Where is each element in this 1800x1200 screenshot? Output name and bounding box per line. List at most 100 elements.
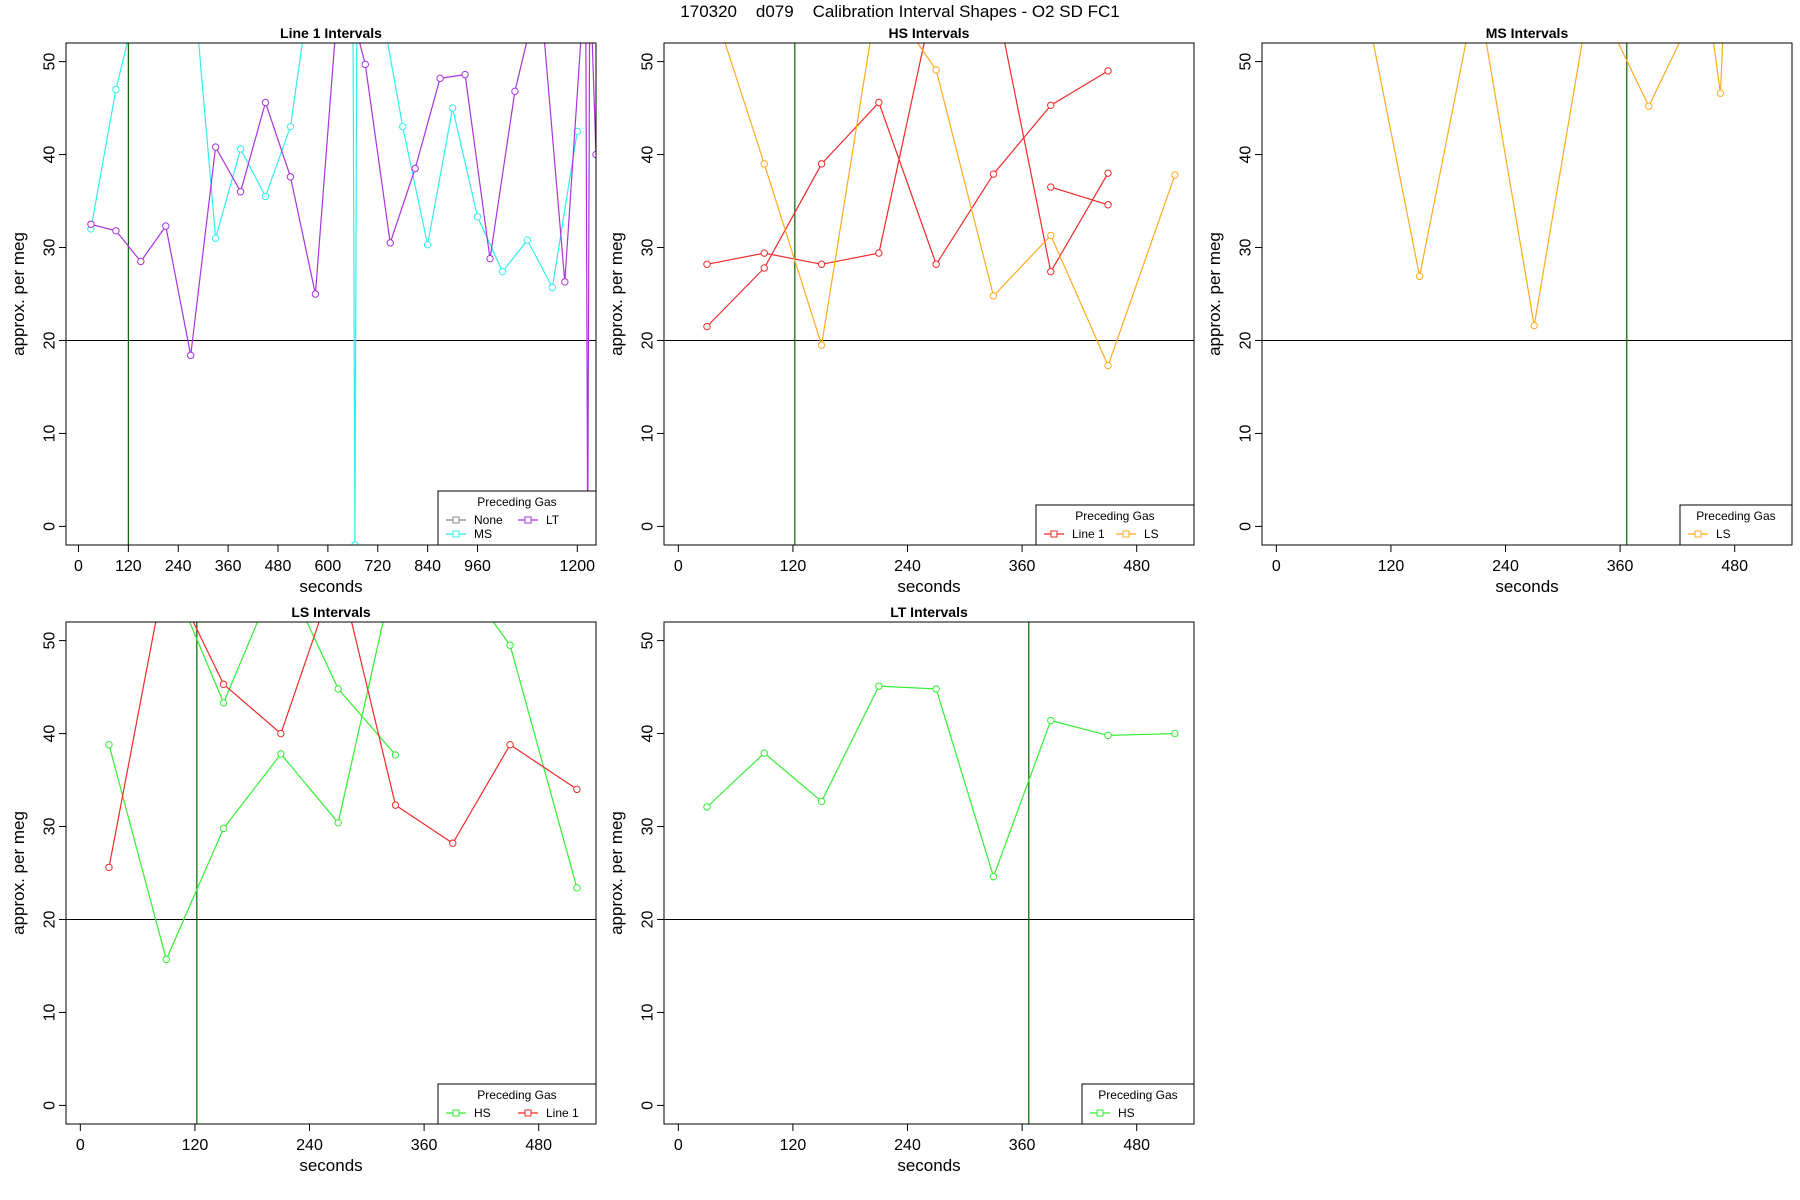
data-point (162, 955, 170, 964)
y-tick-label: 30 (640, 239, 657, 257)
y-tick-label: 50 (42, 53, 59, 71)
data-point (817, 797, 826, 806)
y-tick-label: 30 (640, 818, 657, 836)
x-axis-label: seconds (299, 577, 362, 596)
plot-frame (663, 42, 1195, 546)
data-point (511, 87, 519, 96)
y-axis-label: approx. per meg (9, 232, 28, 356)
data-point (817, 160, 826, 168)
data-point (334, 819, 342, 827)
data-point (703, 322, 711, 331)
x-tick-label: 600 (315, 558, 342, 575)
data-point (817, 341, 826, 349)
x-tick-label: 120 (115, 558, 142, 575)
data-point (1047, 716, 1055, 725)
panel-title: MS Intervals (1486, 25, 1569, 41)
legend-entry: LS (1144, 527, 1159, 541)
x-tick-label: 480 (265, 558, 292, 575)
data-point (399, 122, 407, 131)
plot-frame (1261, 42, 1793, 546)
data-point (236, 188, 245, 196)
plot-frame (65, 621, 597, 1125)
data-point (989, 170, 998, 178)
data-point (1716, 89, 1725, 97)
x-tick-label: 120 (780, 1137, 807, 1154)
data-point (449, 839, 457, 847)
legend-title: Preceding Gas (1098, 1088, 1177, 1102)
y-tick-label: 30 (42, 239, 59, 257)
y-axis-label: approx. per meg (607, 811, 626, 935)
data-point (87, 220, 95, 228)
y-tick-label: 30 (1238, 239, 1255, 257)
series-line-hs (706, 685, 1175, 879)
legend-entry: None (474, 513, 503, 527)
legend-entry: MS (474, 527, 492, 541)
data-point (989, 292, 998, 300)
data-point (137, 257, 145, 266)
x-tick-label: 0 (674, 1137, 683, 1154)
legend-entry: LS (1716, 527, 1731, 541)
x-tick-label: 240 (894, 1137, 921, 1154)
y-tick-label: 10 (42, 1003, 59, 1021)
data-point (703, 803, 711, 811)
data-point (989, 873, 998, 881)
data-point (1047, 101, 1055, 109)
legend: Preceding Gas HS Line 1 (437, 1083, 597, 1125)
legend: Preceding Gas HS (1081, 1083, 1195, 1125)
data-point (1104, 67, 1112, 75)
data-point (411, 164, 419, 173)
y-tick-label: 40 (42, 146, 59, 164)
y-tick-label: 10 (640, 424, 657, 442)
data-point (286, 122, 295, 131)
data-point (386, 239, 394, 247)
x-tick-label: 360 (215, 558, 242, 575)
data-point (286, 173, 295, 181)
data-point (277, 750, 285, 758)
y-tick-label: 20 (42, 331, 59, 349)
x-tick-label: 0 (1272, 558, 1281, 575)
legend-title: Preceding Gas (477, 495, 556, 509)
series-line-line-1 (1050, 186, 1109, 206)
y-axis-label: approx. per meg (607, 232, 626, 356)
data-point (277, 729, 285, 738)
data-point (112, 85, 120, 94)
chart-panel-1: Line 1 Intervals 0 120 240 360 480 600 720 840 96… (9, 25, 597, 596)
data-point (523, 236, 532, 244)
data-point (1104, 731, 1112, 740)
y-tick-label: 40 (42, 725, 59, 743)
data-point (187, 351, 195, 360)
y-tick-label: 0 (640, 522, 657, 531)
x-tick-label: 0 (674, 558, 683, 575)
x-tick-label: 1200 (559, 558, 595, 575)
data-point (219, 680, 228, 688)
data-point (548, 283, 557, 292)
data-point (498, 267, 507, 276)
chart-panel-3: MS Intervals 0 120 240 360 480 0 10 20 30 40 50 seco… (1205, 25, 1793, 596)
x-tick-label: 240 (296, 1137, 323, 1154)
plot-frame (65, 42, 597, 546)
legend-entry: HS (474, 1106, 491, 1120)
y-tick-label: 0 (640, 1101, 657, 1110)
series-line-line-1 (706, 43, 1109, 274)
y-tick-label: 40 (640, 146, 657, 164)
series-line-hs (108, 622, 578, 962)
legend: Preceding Gas Line 1 LS (1035, 504, 1195, 546)
data-point (506, 741, 514, 749)
y-tick-label: 20 (1238, 331, 1255, 349)
plot-frame (663, 621, 1195, 1125)
panel-title: Line 1 Intervals (280, 25, 382, 41)
y-tick-label: 30 (42, 818, 59, 836)
data-point (760, 160, 768, 168)
x-tick-label: 960 (464, 558, 491, 575)
data-point (391, 801, 400, 809)
y-tick-label: 20 (42, 910, 59, 928)
data-point (932, 685, 940, 693)
x-tick-label: 240 (165, 558, 192, 575)
data-point (1415, 272, 1424, 281)
x-tick-label: 360 (1009, 558, 1036, 575)
series-line-ls (724, 43, 1176, 368)
data-point (219, 699, 228, 707)
y-tick-label: 10 (42, 424, 59, 442)
legend-title: Preceding Gas (1075, 509, 1154, 523)
